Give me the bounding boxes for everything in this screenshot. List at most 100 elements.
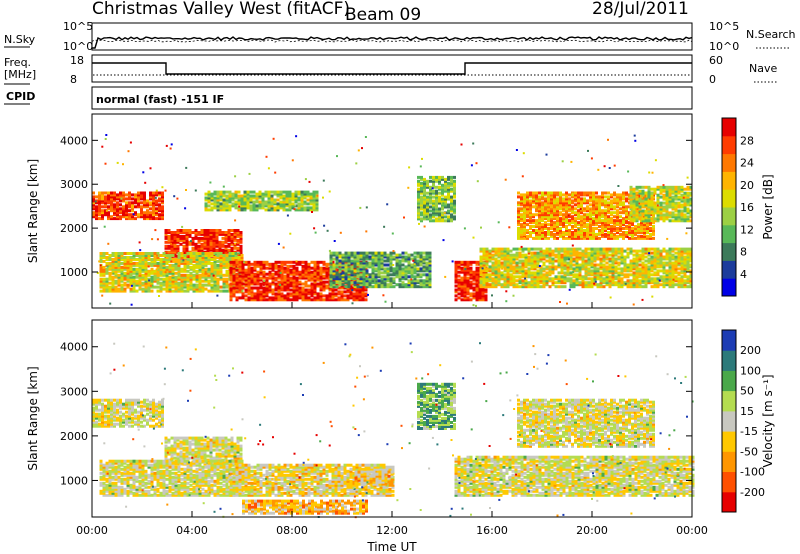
data-cell: [668, 277, 672, 281]
data-cell: [250, 278, 254, 282]
data-cell: [650, 285, 654, 289]
data-cell: [568, 234, 571, 238]
data-cell: [635, 281, 639, 285]
data-cell: [523, 197, 526, 201]
data-cell: [111, 252, 115, 255]
data-cell: [240, 196, 244, 200]
data-cell: [647, 261, 651, 265]
data-cell: [392, 285, 396, 289]
data-cell: [143, 213, 146, 217]
data-cell: [213, 202, 217, 206]
data-cell: [201, 261, 205, 265]
data-cell: [565, 225, 568, 228]
data-cell: [556, 221, 559, 225]
data-cell: [201, 256, 205, 259]
data-cell: [255, 206, 259, 210]
data-cell: [230, 240, 234, 244]
data-cell: [566, 263, 570, 267]
data-cell: [162, 281, 166, 285]
data-cell: [562, 225, 565, 228]
data-cell: [494, 249, 498, 253]
data-cell: [428, 271, 432, 275]
data-cell: [150, 277, 154, 281]
data-cell: [632, 265, 636, 269]
data-cell: [550, 197, 553, 201]
data-cell: [524, 261, 528, 265]
data-cell: [520, 207, 523, 211]
data-cell: [206, 232, 210, 236]
data-cell: [332, 283, 336, 287]
data-cell: [310, 272, 314, 276]
data-cell: [210, 194, 214, 198]
data-cell: [265, 260, 269, 264]
data-cell: [105, 261, 109, 265]
data-cell: [638, 285, 642, 289]
data-cell: [635, 249, 639, 253]
data-cell: [671, 269, 675, 273]
data-cell: [209, 238, 213, 242]
data-cell: [569, 251, 573, 255]
data-cell: [485, 267, 489, 271]
data-cell: [380, 253, 384, 257]
data-cell: [368, 283, 372, 287]
data-cell: [225, 200, 229, 204]
data-cell: [566, 267, 570, 271]
data-cell: [265, 286, 269, 290]
data-cell: [250, 288, 254, 292]
data-cell: [316, 284, 320, 288]
data-cell: [209, 240, 213, 244]
data-cell: [168, 265, 172, 269]
data-cell: [485, 247, 489, 251]
data-cell: [164, 244, 168, 248]
data-cell: [581, 261, 585, 265]
data-cell: [550, 199, 553, 203]
data-cell: [102, 277, 106, 281]
data-cell: [212, 248, 216, 252]
data-cell: [259, 294, 263, 298]
data-cell: [335, 259, 339, 263]
data-cell: [398, 283, 402, 287]
data-cell: [135, 273, 139, 277]
data-cell: [304, 272, 308, 276]
data-cell: [92, 199, 95, 203]
data-cell: [611, 281, 615, 285]
data-cell: [310, 282, 314, 286]
data-cell: [259, 292, 263, 296]
data-cell: [571, 215, 574, 219]
data-cell: [253, 298, 257, 302]
data-cell: [224, 236, 228, 240]
data-cell: [416, 251, 420, 255]
data-cell: [538, 213, 541, 217]
data-cell: [246, 192, 250, 196]
data-cell: [356, 275, 360, 279]
data-cell: [491, 283, 495, 287]
data-cell: [113, 199, 116, 203]
data-cell: [466, 284, 470, 288]
data-cell: [482, 249, 486, 253]
data-cell: [362, 251, 366, 255]
data-cell: [529, 225, 532, 228]
data-cell: [147, 261, 151, 265]
data-cell: [288, 194, 292, 198]
data-cell: [219, 252, 223, 255]
data-cell: [674, 255, 678, 259]
data-cell: [227, 244, 231, 248]
data-cell: [686, 275, 690, 279]
data-cell: [362, 271, 366, 275]
data-cell: [162, 277, 166, 281]
data-cell: [246, 202, 250, 206]
data-cell: [569, 263, 573, 267]
data-cell: [596, 273, 600, 277]
data-cell: [337, 292, 341, 296]
data-cell: [197, 240, 201, 244]
data-cell: [120, 265, 124, 269]
data-cell: [204, 273, 208, 277]
data-cell: [150, 279, 154, 283]
data-cell: [246, 198, 250, 202]
data-cell: [158, 217, 161, 221]
data-cell: [225, 285, 229, 289]
data-cell: [126, 269, 130, 273]
data-cell: [535, 236, 538, 240]
data-cell: [261, 200, 265, 204]
data-cell: [359, 269, 363, 273]
